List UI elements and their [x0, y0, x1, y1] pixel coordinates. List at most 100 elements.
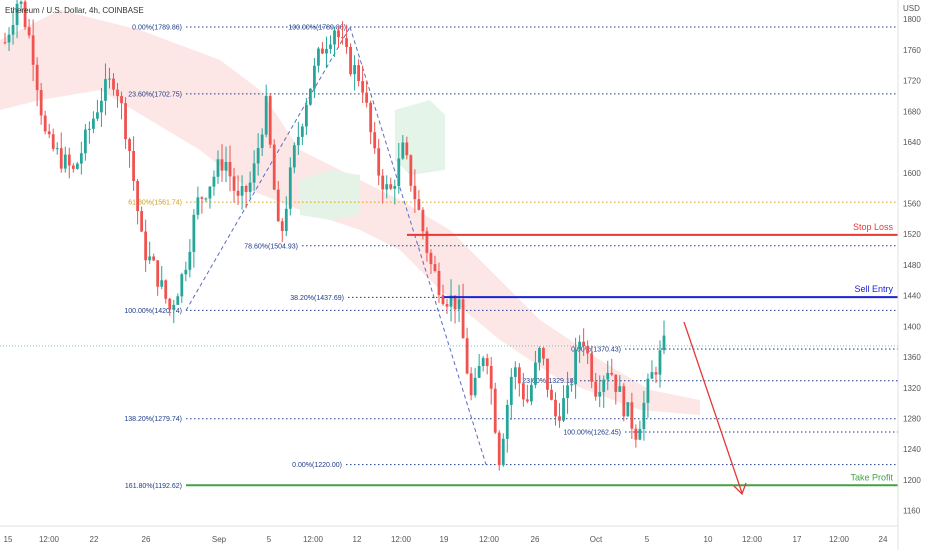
candle-body [272, 144, 276, 190]
candle-body [546, 358, 549, 390]
candle-body [521, 383, 525, 400]
candle-body [610, 372, 614, 375]
candle-body [59, 148, 63, 169]
candle-body [425, 231, 429, 253]
candle-body [325, 48, 328, 54]
candle-body [413, 185, 417, 200]
y-tick-label: 1800 [903, 15, 921, 24]
candle-body [212, 176, 216, 187]
candle-body [75, 163, 79, 169]
candle-body [578, 341, 582, 350]
stop-loss-label: Stop Loss [853, 222, 894, 232]
candle-body [168, 298, 172, 310]
candle-body [188, 251, 192, 270]
candle-body [108, 78, 111, 80]
candle-body [164, 280, 168, 299]
y-tick-label: 1760 [903, 46, 921, 55]
x-tick-label: 26 [531, 535, 540, 544]
candle-body [192, 214, 196, 252]
candle-body [509, 376, 513, 405]
candle-body [296, 136, 300, 146]
candle-body [176, 296, 180, 305]
candle-body [23, 1, 27, 28]
y-tick-label: 1720 [903, 77, 921, 86]
candle-body [517, 367, 521, 384]
candle-body [79, 153, 83, 164]
candle-body [349, 46, 352, 75]
candle-body [493, 388, 497, 433]
candle-body [87, 128, 91, 130]
currency-label: USD [903, 4, 920, 13]
candle-body [27, 27, 31, 36]
candle-body [256, 148, 260, 164]
fib-label: 78.60%(1504.93) [244, 243, 298, 250]
y-tick-label: 1640 [903, 138, 921, 147]
candle-body [196, 197, 200, 215]
candle-body [39, 90, 43, 116]
candle-body [461, 299, 465, 339]
candle-body [594, 381, 598, 397]
candle-body [505, 404, 509, 439]
cloud-bullish [300, 100, 445, 220]
take-profit-label: Take Profit [850, 472, 893, 482]
candle-body [152, 256, 156, 261]
fib-label: 0.00%(1220.00) [292, 462, 342, 469]
candle-body [248, 182, 252, 192]
candle-body [3, 42, 7, 44]
candle-body [124, 103, 127, 140]
candle-body [550, 389, 553, 400]
candle-body [55, 148, 59, 150]
candle-body [449, 295, 453, 307]
candle-body [148, 256, 152, 261]
candle-body [337, 30, 340, 38]
candle-body [313, 65, 316, 89]
candle-body [244, 186, 248, 192]
candle-body [43, 115, 47, 132]
candle-body [554, 399, 557, 417]
candle-body [457, 299, 461, 310]
candle-body [35, 64, 39, 91]
x-tick-label: 12:00 [829, 535, 850, 544]
fib-label: 0.00%(1370.43) [571, 347, 621, 354]
x-tick-label: 5 [267, 535, 272, 544]
candle-body [172, 304, 176, 310]
candle-body [236, 190, 240, 196]
candle-body [71, 165, 75, 169]
candle-body [341, 37, 344, 39]
projection-arrow [683, 321, 743, 494]
candle-body [429, 252, 433, 265]
candle-body [373, 132, 377, 149]
candlestick-series [3, 0, 666, 471]
candle-body [321, 48, 324, 54]
candle-body [304, 104, 308, 127]
candle-body [204, 198, 208, 200]
candle-body [626, 402, 630, 417]
candle-body [369, 102, 373, 133]
candle-body [634, 428, 638, 440]
candle-body [19, 1, 23, 4]
candle-body [598, 391, 602, 397]
y-tick-label: 1360 [903, 353, 921, 362]
candle-body [529, 384, 533, 402]
candle-body [658, 350, 662, 375]
candle-body [284, 208, 288, 232]
ichimoku-cloud [0, 10, 700, 415]
candle-body [15, 3, 19, 25]
candle-body [96, 112, 99, 119]
candle-body [646, 378, 650, 403]
candle-body [654, 372, 658, 375]
y-tick-label: 1200 [903, 476, 921, 485]
candle-body [11, 24, 15, 35]
candle-body [365, 92, 369, 103]
candle-body [562, 398, 565, 421]
fib-label: 61.80%(1561.74) [128, 200, 182, 207]
y-tick-label: 1680 [903, 107, 921, 116]
x-tick-label: 22 [90, 535, 99, 544]
candle-body [421, 209, 425, 232]
candle-body [497, 432, 501, 466]
candle-body [501, 438, 505, 466]
candle-body [602, 379, 606, 392]
candle-body [300, 126, 304, 137]
fib-swing-line [185, 26, 351, 311]
